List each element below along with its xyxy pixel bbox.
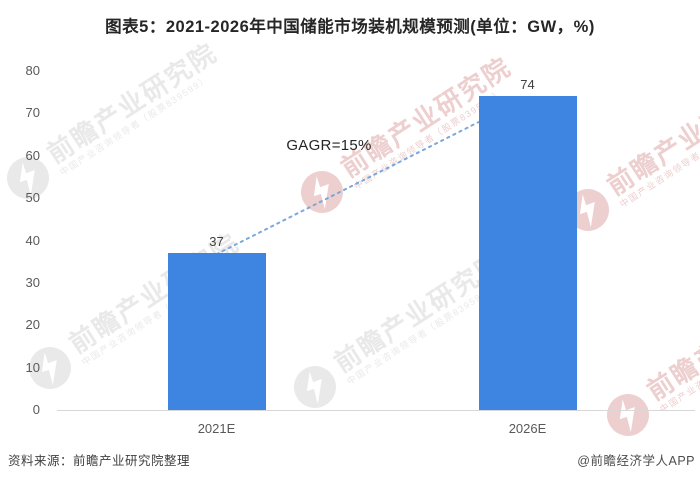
data-source-text: 资料来源：前瞻产业研究院整理 xyxy=(8,454,191,468)
y-tick-label: 40 xyxy=(25,232,40,248)
bar-2021E xyxy=(167,253,266,410)
chart-title: 图表5：2021-2026年中国储能市场装机规模预测(单位：GW，%) xyxy=(105,18,595,36)
y-tick-label: 70 xyxy=(25,105,40,121)
y-tick-label: 50 xyxy=(25,190,40,206)
bar-value-label: 74 xyxy=(520,77,535,93)
y-tick-label: 80 xyxy=(25,63,40,78)
x-axis-line xyxy=(57,409,695,411)
x-axis-label: 2021E xyxy=(197,421,236,436)
y-tick-label: 0 xyxy=(32,402,40,417)
y-tick-label: 30 xyxy=(25,274,40,290)
x-axis-label: 2026E xyxy=(508,421,547,436)
bar-2026E xyxy=(478,96,577,410)
bar-value-label: 37 xyxy=(209,234,224,250)
app-credit-text: @前瞻经济学人APP xyxy=(577,454,695,468)
cagr-annotation: GAGR=15% xyxy=(286,137,372,154)
y-tick-label: 20 xyxy=(25,317,40,333)
y-tick-label: 10 xyxy=(25,359,40,375)
y-tick-label: 60 xyxy=(25,147,40,163)
